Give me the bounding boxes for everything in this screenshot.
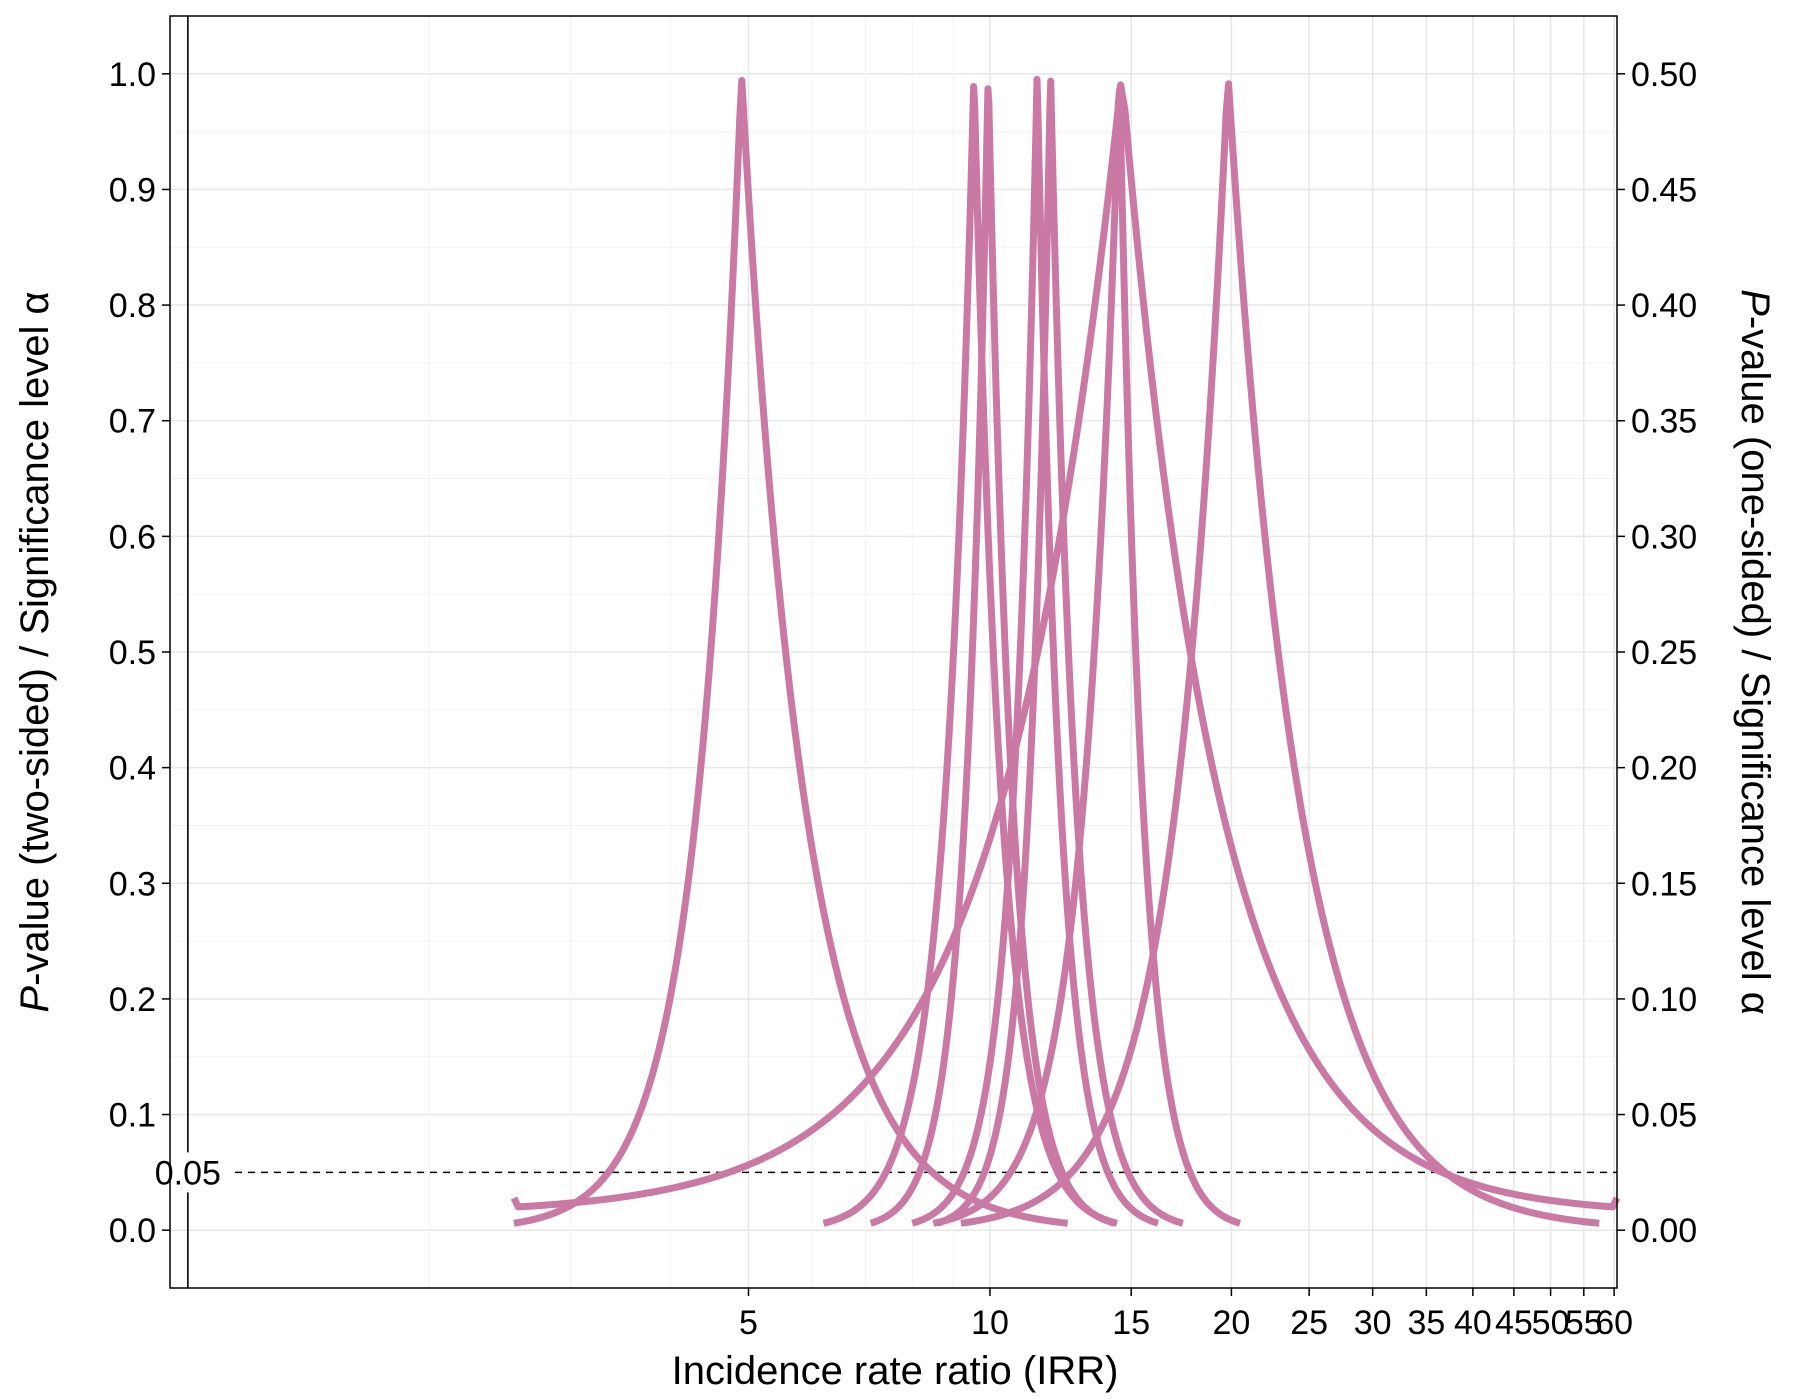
pvalue-curve-5 xyxy=(934,77,1186,1227)
x-tick-label: 25 xyxy=(1290,1304,1328,1342)
pvalue-curve-6 xyxy=(931,85,1243,1227)
y-left-tick-label: 0.5 xyxy=(109,634,156,672)
y-axis-right-title-italic: P xyxy=(1733,289,1777,316)
y-right-tick-label: 0.10 xyxy=(1631,981,1697,1019)
x-tick-label: 10 xyxy=(971,1304,1009,1342)
pvalue-curve-1 xyxy=(512,76,1070,1227)
pvalue-curve-8 xyxy=(959,80,1601,1227)
x-tick-label: 40 xyxy=(1454,1304,1492,1342)
pvalue-curve-3 xyxy=(868,85,1118,1227)
y-right-tick-label: 0.40 xyxy=(1631,287,1697,325)
y-left-tick-label: 0.1 xyxy=(109,1097,156,1135)
x-tick-label: 30 xyxy=(1354,1304,1392,1342)
y-left-tick-label: 0.3 xyxy=(109,865,156,903)
y-axis-right-title: P-value (one-sided) / Significance level… xyxy=(1733,289,1777,1015)
y-right-tick-label: 0.15 xyxy=(1631,865,1697,903)
x-tick-label: 15 xyxy=(1112,1304,1150,1342)
pvalue-curve-4 xyxy=(909,75,1161,1227)
y-left-tick-label: 0.9 xyxy=(109,171,156,209)
reference-label-background xyxy=(143,1152,232,1193)
y-right-tick-label: 0.25 xyxy=(1631,634,1697,672)
y-left-tick-label: 0.7 xyxy=(109,403,156,441)
series-group xyxy=(510,75,1621,1227)
x-tick-label: 45 xyxy=(1495,1304,1533,1342)
y-left-tick-label: 0.6 xyxy=(109,518,156,556)
x-tick-label: 60 xyxy=(1595,1304,1633,1342)
x-tick-label: 35 xyxy=(1407,1304,1445,1342)
y-left-tick-label: 0.0 xyxy=(109,1212,156,1250)
y-right-tick-label: 0.30 xyxy=(1631,518,1697,556)
y-axis-left-title: P-value (two-sided) / Significance level… xyxy=(13,291,57,1012)
y-axis-right-title-rest: -value (one-sided) / Significance level … xyxy=(1733,316,1777,1015)
y-right-tick-label: 0.45 xyxy=(1631,171,1697,209)
y-axis-left-title-rest: -value (two-sided) / Significance level … xyxy=(13,291,57,986)
y-axis-left-title-italic: P xyxy=(13,986,57,1013)
y-left-tick-label: 0.8 xyxy=(109,287,156,325)
x-tick-label: 50 xyxy=(1532,1304,1570,1342)
y-right-tick-label: 0.35 xyxy=(1631,403,1697,441)
y-right-tick-label: 0.50 xyxy=(1631,56,1697,94)
reference-lines: 0.050.05 xyxy=(143,16,1617,1288)
y-right-tick-label: 0.05 xyxy=(1631,1097,1697,1135)
y-left-tick-label: 0.2 xyxy=(109,981,156,1019)
x-tick-label: 55 xyxy=(1565,1304,1603,1342)
reference-label: 0.05 xyxy=(155,1154,221,1192)
grid xyxy=(170,15,1617,1288)
y-left-tick-label: 1.0 xyxy=(109,56,156,94)
y-left-tick-label: 0.4 xyxy=(109,750,156,788)
x-axis-title: Incidence rate ratio (IRR) xyxy=(672,1349,1119,1393)
axes: 0.0 0.1 0.2 0.3 0.4 0.5 0.6 0.7 0.8 0.9 1.0 0.00 0.0… xyxy=(109,56,1697,1342)
x-tick-label: 5 xyxy=(739,1304,758,1342)
pvalue-curve-7 xyxy=(510,81,1621,1211)
x-tick-label: 20 xyxy=(1212,1304,1250,1342)
y-right-tick-label: 0.20 xyxy=(1631,750,1697,788)
y-right-tick-label: 0.00 xyxy=(1631,1212,1697,1250)
